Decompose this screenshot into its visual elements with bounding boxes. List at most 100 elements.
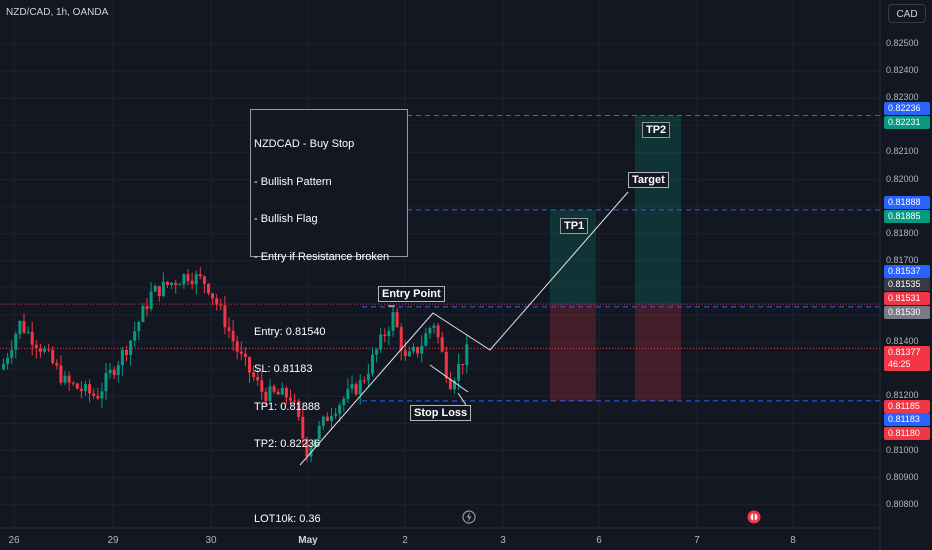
candle (157, 285, 161, 297)
candle (432, 325, 436, 328)
note-line: - Bullish Pattern (254, 175, 332, 188)
candle (153, 285, 157, 292)
candle (420, 345, 424, 354)
candle (59, 365, 63, 383)
candle (22, 321, 26, 333)
price-tick-label: 0.82000 (886, 173, 919, 184)
candle (178, 284, 182, 286)
candle (264, 391, 268, 402)
candle (412, 347, 415, 352)
candle (403, 350, 407, 357)
candle (79, 388, 83, 392)
candle (453, 380, 456, 390)
candle (436, 325, 440, 338)
candle (461, 363, 465, 365)
price-tick-label: 0.80800 (886, 498, 919, 509)
price-tick-label: 0.81000 (886, 444, 919, 455)
tp2-label[interactable]: TP2 (642, 122, 671, 138)
note-line: SL: 0.81183 (254, 363, 313, 375)
candle (10, 349, 14, 358)
candle (6, 357, 10, 365)
currency-button[interactable]: CAD (888, 4, 926, 23)
candle (194, 274, 198, 285)
candle (223, 305, 227, 328)
candle (293, 400, 297, 402)
event-flag-icon[interactable] (747, 510, 761, 529)
candle (14, 334, 18, 350)
candle (465, 344, 469, 365)
candle (190, 280, 194, 285)
lightning-icon[interactable] (462, 510, 476, 529)
candle (120, 349, 124, 366)
candle (129, 340, 133, 356)
time-tick-label: 8 (790, 535, 796, 546)
price-tag: 0.81377 (884, 346, 930, 359)
candle (145, 305, 149, 309)
time-tick-label: 26 (8, 535, 20, 546)
note-line: - Entry if Resistance broken (254, 250, 390, 263)
price-tag: 0.81185 (884, 400, 930, 413)
entry-point-label[interactable]: Entry Point (378, 286, 445, 302)
candle (116, 365, 120, 375)
note-line: NZDCAD - Buy Stop (254, 138, 355, 150)
price-tick-label: 0.81400 (886, 336, 919, 347)
candle (416, 347, 420, 354)
candle (395, 312, 399, 328)
candle (424, 333, 428, 346)
price-tag: 0.81530 (884, 306, 930, 319)
tp1-label[interactable]: TP1 (560, 218, 589, 234)
candle (2, 364, 5, 370)
candle (202, 276, 206, 284)
candle (346, 388, 350, 399)
stop-loss-label[interactable]: Stop Loss (410, 405, 472, 421)
note-line: LOT10k: 0.36 (254, 513, 321, 525)
candle (38, 348, 42, 352)
candle (207, 283, 210, 294)
candle (284, 387, 288, 398)
candle (444, 351, 448, 379)
trade-plan-note[interactable]: NZDCAD - Buy Stop - Bullish Pattern - Bu… (250, 109, 408, 525)
candle (63, 375, 67, 383)
candle (366, 373, 370, 381)
candle (371, 354, 374, 374)
candle (350, 384, 354, 389)
time-tick-label: May (298, 535, 318, 546)
candle (379, 334, 383, 350)
candle (358, 380, 362, 395)
candle (108, 369, 112, 374)
candle (399, 327, 403, 351)
candle (321, 416, 325, 426)
candle (96, 395, 100, 399)
candle (383, 334, 387, 337)
candle (112, 369, 116, 375)
candle (448, 378, 452, 390)
price-tag: 46:25 (884, 358, 930, 371)
stop-pointer-line (457, 392, 467, 406)
candle (30, 331, 34, 345)
price-tag: 0.81537 (884, 265, 930, 278)
target-label[interactable]: Target (628, 172, 669, 188)
projection-path (299, 191, 629, 466)
candle (297, 400, 301, 417)
candle (137, 321, 141, 332)
candle (227, 327, 231, 331)
candle (18, 321, 22, 335)
candle (317, 425, 321, 440)
candle (354, 384, 358, 395)
candle (186, 274, 190, 281)
candle (243, 353, 247, 358)
candle (457, 363, 461, 381)
candle (440, 337, 444, 352)
note-line: TP2: 0.82236 (254, 438, 321, 450)
candle (330, 415, 333, 422)
candle (161, 281, 165, 297)
candle (219, 304, 223, 306)
candle (391, 312, 395, 331)
candle (43, 348, 46, 352)
candle (313, 439, 317, 448)
price-tag: 0.81535 (884, 278, 930, 291)
candle (268, 386, 272, 402)
candle (338, 404, 342, 414)
candle (71, 382, 75, 384)
